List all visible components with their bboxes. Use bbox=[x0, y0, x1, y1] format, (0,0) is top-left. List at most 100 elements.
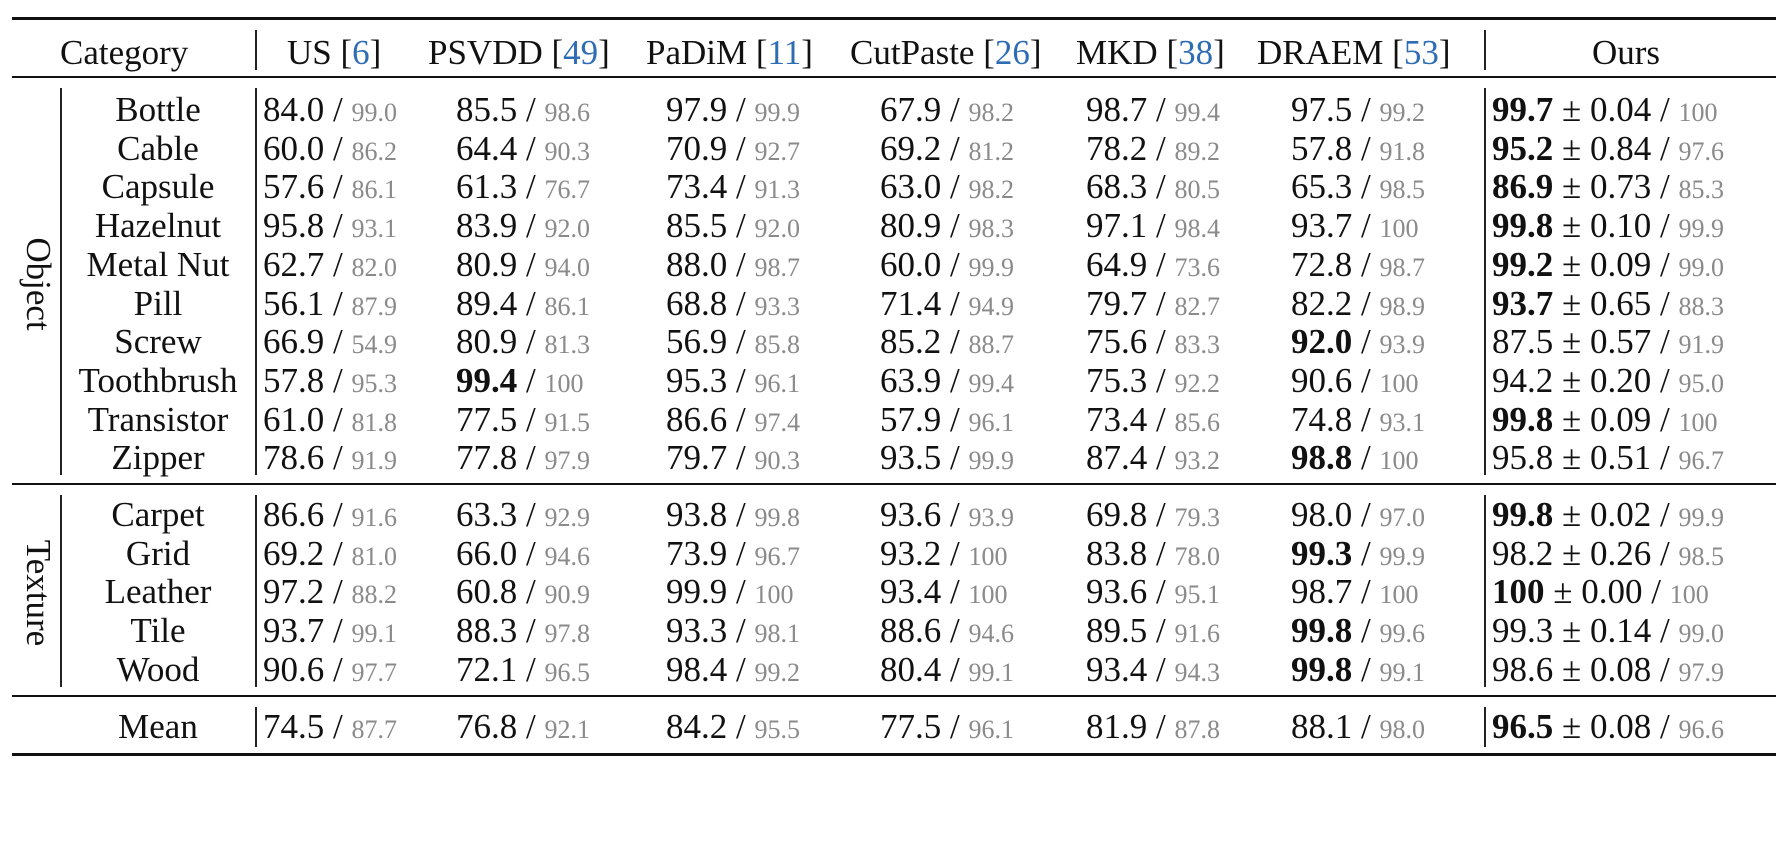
separator: / bbox=[1651, 90, 1679, 129]
pixel-auroc: 99.2 bbox=[754, 657, 800, 687]
score-cell: 78.2 / 89.2 bbox=[1086, 131, 1220, 166]
separator: / bbox=[941, 611, 969, 651]
separator: / bbox=[941, 572, 969, 612]
score-cell: 56.1 / 87.9 bbox=[263, 286, 397, 321]
pixel-auroc: 93.1 bbox=[1379, 407, 1425, 437]
citation-link[interactable]: 38 bbox=[1178, 33, 1214, 72]
separator: / bbox=[1352, 90, 1380, 129]
ours-score-cell: 99.8 ± 0.02 / 99.9 bbox=[1492, 497, 1724, 532]
score-cell: 97.2 / 88.2 bbox=[263, 574, 397, 609]
score-cell: 78.6 / 91.9 bbox=[263, 440, 397, 475]
image-auroc: 87.4 bbox=[1086, 438, 1148, 478]
image-auroc: 95.8 bbox=[263, 206, 325, 246]
ours-score-cell: 99.7 ± 0.04 / 100 bbox=[1492, 92, 1717, 127]
pixel-auroc: 82.0 bbox=[351, 252, 397, 282]
image-auroc: 80.9 bbox=[456, 322, 518, 362]
separator: / bbox=[941, 707, 969, 746]
ours-score-cell: 95.2 ± 0.84 / 97.6 bbox=[1492, 131, 1724, 166]
image-auroc: 77.5 bbox=[880, 707, 942, 746]
header-method: MKD [38] bbox=[1076, 33, 1225, 72]
citation-link[interactable]: 53 bbox=[1403, 33, 1439, 72]
image-auroc: 83.9 bbox=[456, 206, 518, 246]
citation-link[interactable]: 11 bbox=[767, 33, 802, 72]
separator: / bbox=[1651, 495, 1679, 534]
row-category: Grid bbox=[125, 533, 191, 573]
header-method: DRAEM [53] bbox=[1257, 33, 1451, 72]
separator: / bbox=[1352, 572, 1380, 612]
pixel-auroc: 92.2 bbox=[1174, 368, 1220, 398]
image-auroc: 85.5 bbox=[666, 206, 728, 246]
separator: ± bbox=[1553, 399, 1590, 439]
image-auroc: 65.3 bbox=[1291, 167, 1353, 207]
pixel-auroc: 98.2 bbox=[968, 98, 1014, 127]
citation-link[interactable]: 49 bbox=[563, 33, 599, 72]
separator: / bbox=[324, 533, 352, 573]
pixel-auroc: 87.9 bbox=[351, 291, 397, 321]
image-auroc: 98.4 bbox=[666, 649, 728, 689]
pixel-auroc: 97.4 bbox=[754, 407, 800, 437]
score-cell: 93.4 / 94.3 bbox=[1086, 652, 1220, 687]
std-dev: 0.73 bbox=[1589, 167, 1652, 207]
row-category: Tile bbox=[130, 611, 186, 651]
method-name: CutPaste bbox=[850, 33, 984, 72]
separator: / bbox=[517, 533, 545, 573]
image-auroc: 69.2 bbox=[263, 533, 325, 573]
ours-divider bbox=[1484, 495, 1486, 687]
citation-link[interactable]: 26 bbox=[994, 33, 1030, 72]
image-auroc: 75.3 bbox=[1086, 360, 1148, 400]
pixel-auroc: 98.5 bbox=[1678, 541, 1724, 571]
image-auroc: 72.1 bbox=[456, 649, 518, 689]
separator: ± bbox=[1544, 572, 1582, 612]
group-label-texture: Texture bbox=[19, 539, 58, 647]
separator: / bbox=[727, 90, 755, 129]
score-cell: 77.5 / 91.5 bbox=[456, 402, 590, 437]
pixel-auroc: 96.1 bbox=[968, 407, 1014, 437]
image-auroc: 63.9 bbox=[880, 360, 942, 400]
separator: / bbox=[324, 707, 352, 746]
category-divider bbox=[255, 495, 257, 687]
score-cell: 68.8 / 93.3 bbox=[666, 286, 800, 321]
pixel-auroc: 73.6 bbox=[1174, 252, 1220, 282]
separator: / bbox=[324, 360, 352, 400]
image-auroc: 93.7 bbox=[263, 611, 325, 651]
score-cell: 93.3 / 98.1 bbox=[666, 613, 800, 648]
separator: / bbox=[1352, 495, 1380, 534]
bottom-rule bbox=[12, 753, 1776, 756]
score-cell: 93.7 / 99.1 bbox=[263, 613, 397, 648]
score-cell: 76.8 / 92.1 bbox=[456, 709, 590, 744]
score-cell: 88.1 / 98.0 bbox=[1291, 709, 1425, 744]
pixel-auroc: 98.4 bbox=[1174, 214, 1220, 244]
pixel-auroc: 93.1 bbox=[351, 214, 397, 244]
image-auroc: 93.7 bbox=[1291, 206, 1353, 246]
score-cell: 84.2 / 95.5 bbox=[666, 709, 800, 744]
ours-score-cell: 99.8 ± 0.09 / 100 bbox=[1492, 402, 1717, 437]
pixel-auroc: 94.3 bbox=[1174, 657, 1220, 687]
pixel-auroc: 99.6 bbox=[1379, 619, 1425, 649]
citation-link[interactable]: 6 bbox=[352, 33, 370, 72]
group-divider-object bbox=[60, 88, 62, 475]
ours-score-cell: 93.7 ± 0.65 / 88.3 bbox=[1492, 286, 1724, 321]
score-cell: 97.5 / 99.2 bbox=[1291, 92, 1425, 127]
pixel-auroc: 86.2 bbox=[351, 136, 397, 166]
row-category: Zipper bbox=[111, 438, 205, 478]
score-cell: 93.8 / 99.8 bbox=[666, 497, 800, 532]
image-auroc: 99.3 bbox=[1492, 611, 1554, 651]
score-cell: 75.3 / 92.2 bbox=[1086, 363, 1220, 398]
image-auroc: 93.5 bbox=[880, 438, 942, 478]
separator: / bbox=[324, 438, 352, 478]
pixel-auroc: 93.9 bbox=[1379, 330, 1425, 360]
pixel-auroc: 94.6 bbox=[968, 619, 1014, 649]
score-cell: 81.9 / 87.8 bbox=[1086, 709, 1220, 744]
image-auroc: 60.0 bbox=[880, 244, 942, 284]
score-cell: 62.7 / 82.0 bbox=[263, 247, 397, 282]
separator: / bbox=[1147, 244, 1175, 284]
top-rule bbox=[12, 17, 1776, 20]
score-cell: 64.4 / 90.3 bbox=[456, 131, 590, 166]
image-auroc: 99.8 bbox=[1291, 649, 1353, 689]
pixel-auroc: 98.7 bbox=[1379, 252, 1425, 282]
image-auroc: 75.6 bbox=[1086, 322, 1148, 362]
pixel-auroc: 95.1 bbox=[1174, 580, 1220, 610]
image-auroc: 100 bbox=[1492, 572, 1545, 612]
pixel-auroc: 92.9 bbox=[544, 503, 590, 532]
row-category: Cable bbox=[117, 128, 199, 168]
